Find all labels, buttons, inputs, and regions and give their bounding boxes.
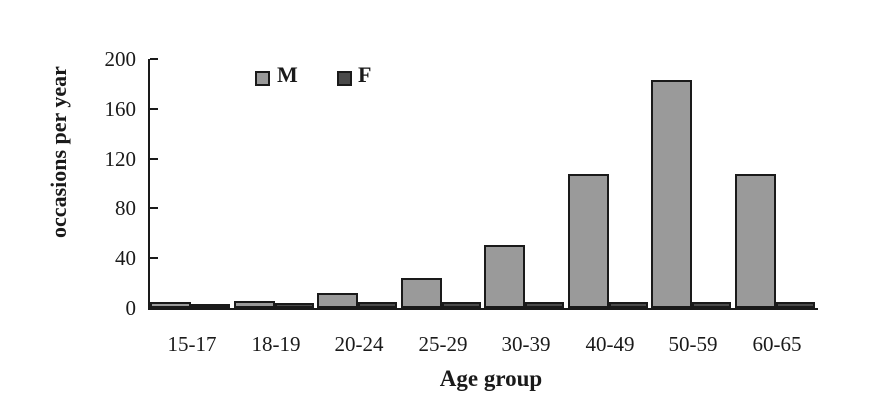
y-tick-label-40: 40 bbox=[115, 246, 136, 270]
x-tick-label-40-49: 40-49 bbox=[585, 332, 635, 356]
bar-m-15-17 bbox=[150, 302, 191, 308]
y-tick-label-0: 0 bbox=[125, 296, 137, 320]
bar-m-40-49 bbox=[568, 174, 609, 308]
x-tick-label-50-59: 50-59 bbox=[668, 332, 718, 356]
y-tick-label-160: 160 bbox=[104, 97, 137, 121]
y-tick-mark-80 bbox=[150, 207, 158, 209]
x-axis-title: Age group bbox=[439, 366, 543, 391]
x-tick-label-18-19: 18-19 bbox=[251, 332, 301, 356]
bar-f-20-24 bbox=[358, 302, 397, 308]
bar-m-20-24 bbox=[317, 293, 358, 308]
bar-f-30-39 bbox=[525, 302, 564, 308]
y-tick-mark-120 bbox=[150, 158, 158, 160]
y-tick-label-120: 120 bbox=[104, 147, 137, 171]
bar-f-40-49 bbox=[609, 302, 648, 308]
legend-label-male: M bbox=[277, 62, 298, 87]
legend-swatch-female bbox=[337, 71, 352, 86]
x-tick-label-20-24: 20-24 bbox=[334, 332, 384, 356]
y-tick-mark-40 bbox=[150, 257, 158, 259]
bar-f-18-19 bbox=[275, 303, 314, 308]
y-tick-label-80: 80 bbox=[115, 196, 136, 220]
x-tick-label-25-29: 25-29 bbox=[418, 332, 468, 356]
plot-area bbox=[148, 58, 818, 310]
y-tick-label-200: 200 bbox=[104, 47, 137, 71]
bar-m-25-29 bbox=[401, 278, 442, 308]
bar-m-30-39 bbox=[484, 245, 525, 308]
y-tick-mark-160 bbox=[150, 108, 158, 110]
x-tick-label-60-65: 60-65 bbox=[752, 332, 802, 356]
bar-m-50-59 bbox=[651, 80, 692, 308]
x-tick-label-15-17: 15-17 bbox=[167, 332, 217, 356]
bar-f-25-29 bbox=[442, 302, 481, 308]
x-tick-label-30-39: 30-39 bbox=[501, 332, 551, 356]
bar-f-15-17 bbox=[191, 304, 230, 308]
y-tick-mark-200 bbox=[150, 58, 158, 60]
bar-f-60-65 bbox=[776, 302, 815, 308]
bar-m-18-19 bbox=[234, 301, 275, 308]
bar-m-60-65 bbox=[735, 174, 776, 308]
bar-f-50-59 bbox=[692, 302, 731, 308]
legend-label-female: F bbox=[358, 62, 372, 87]
legend-swatch-male bbox=[255, 71, 270, 86]
